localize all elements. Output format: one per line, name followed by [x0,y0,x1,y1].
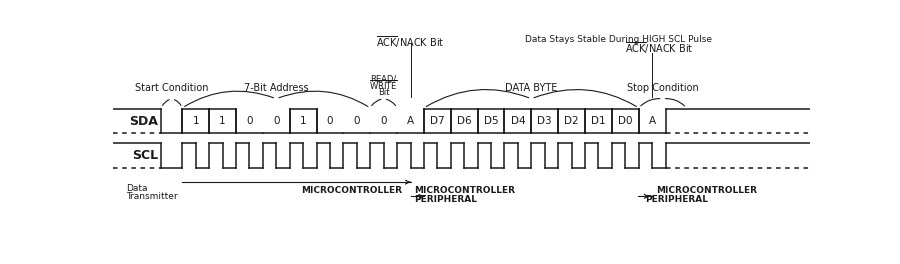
Text: D0: D0 [618,116,633,126]
Text: READ/: READ/ [371,74,397,83]
Text: A: A [407,116,414,126]
Text: D6: D6 [457,116,472,126]
Text: 0: 0 [327,116,333,126]
Text: Data: Data [126,184,148,193]
Text: D7: D7 [430,116,445,126]
Text: 0: 0 [381,116,387,126]
Text: SCL: SCL [131,149,158,162]
Text: 0: 0 [273,116,280,126]
Text: MICROCONTROLLER: MICROCONTROLLER [302,186,402,195]
Text: A: A [649,116,656,126]
Text: Start Condition: Start Condition [135,83,209,93]
Text: D1: D1 [591,116,606,126]
Text: Data Stays Stable During HIGH SCL Pulse: Data Stays Stable During HIGH SCL Pulse [525,35,712,44]
Text: Stop Condition: Stop Condition [626,83,698,93]
Text: SDA: SDA [129,115,158,128]
Text: MICROCONTROLLER: MICROCONTROLLER [656,186,757,195]
Text: 1: 1 [193,116,199,126]
Text: Transmitter: Transmitter [126,192,178,201]
Text: $\overline{\mathregular{WRITE}}$: $\overline{\mathregular{WRITE}}$ [369,78,398,92]
Text: D4: D4 [510,116,526,126]
Text: MICROCONTROLLER: MICROCONTROLLER [414,186,515,195]
Text: 0: 0 [354,116,360,126]
Text: PERIPHERAL: PERIPHERAL [414,195,477,204]
Text: D3: D3 [537,116,552,126]
Text: $\overline{\mathregular{ACK}}$/NACK Bit: $\overline{\mathregular{ACK}}$/NACK Bit [625,41,693,56]
Text: D5: D5 [484,116,499,126]
Text: 1: 1 [220,116,226,126]
Text: PERIPHERAL: PERIPHERAL [645,195,708,204]
Text: $\overline{\mathregular{ACK}}$/NACK Bit: $\overline{\mathregular{ACK}}$/NACK Bit [376,35,445,50]
Text: DATA BYTE: DATA BYTE [505,83,557,93]
Text: D2: D2 [564,116,579,126]
Text: 1: 1 [300,116,306,126]
Text: 0: 0 [246,116,253,126]
Text: Bit: Bit [378,88,390,97]
Text: 7-Bit Address: 7-Bit Address [244,83,309,93]
